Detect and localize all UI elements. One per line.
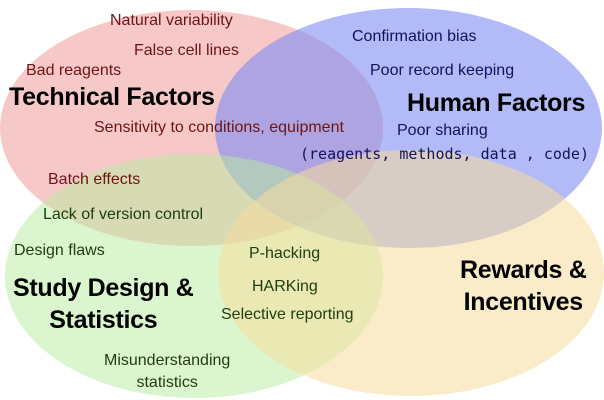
item-batch-effects: Batch effects [48, 171, 141, 188]
rewards-incentives-title: Rewards & Incentives [460, 254, 587, 318]
item-sharing-details: (reagents, methods, data , code) [300, 145, 589, 163]
item-misunderstanding-line1: Misunderstanding [104, 352, 231, 369]
rewards-incentives-set [218, 150, 604, 396]
item-selective-reporting: Selective reporting [221, 306, 354, 323]
item-confirmation-bias: Confirmation bias [352, 28, 477, 45]
rewards-title-line1: Rewards & [460, 256, 587, 284]
study-design-title-line1: Study Design & [13, 274, 194, 302]
item-misunderstanding-statistics: Misunderstanding statistics [104, 350, 230, 394]
rewards-title-line2: Incentives [463, 288, 584, 316]
item-design-flaws: Design flaws [14, 242, 105, 259]
item-false-cell-lines: False cell lines [134, 42, 239, 59]
technical-factors-title: Technical Factors [9, 83, 215, 111]
item-lack-version-control: Lack of version control [43, 206, 204, 223]
item-harking: HARKing [252, 278, 318, 295]
study-design-title-line2: Statistics [49, 306, 158, 334]
item-poor-record-keeping: Poor record keeping [370, 62, 515, 79]
item-sensitivity-conditions: Sensitivity to conditions, equipment [94, 119, 344, 136]
item-poor-sharing: Poor sharing [397, 122, 488, 139]
item-bad-reagents: Bad reagents [26, 62, 122, 79]
item-misunderstanding-line2: statistics [136, 374, 198, 391]
human-factors-title: Human Factors [407, 89, 586, 117]
item-natural-variability: Natural variability [110, 12, 233, 29]
item-p-hacking: P-hacking [249, 245, 321, 262]
study-design-title: Study Design & Statistics [13, 272, 194, 336]
